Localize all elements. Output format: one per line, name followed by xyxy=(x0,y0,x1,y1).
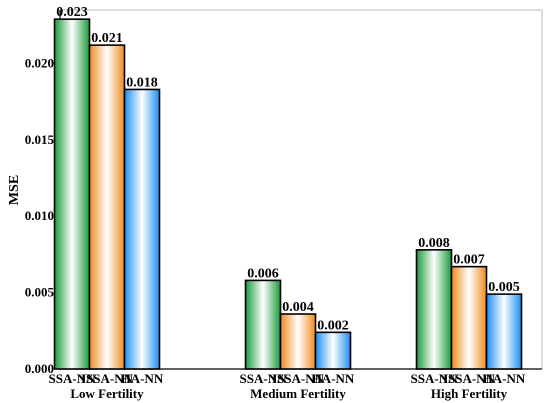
bar xyxy=(88,44,126,370)
series-tick-label: SSA-NN xyxy=(240,371,288,386)
series-tick-label: SSA-NN xyxy=(49,371,97,386)
data-label: 0.005 xyxy=(488,280,520,295)
series-tick-label: HA-NN xyxy=(312,371,355,386)
y-tick-label: 0.015 xyxy=(25,132,55,147)
series-tick-label: SSA-NN xyxy=(411,371,459,386)
y-tick-label: 0.020 xyxy=(25,55,54,70)
data-label: 0.021 xyxy=(91,31,123,46)
series-tick-label: HA-NN xyxy=(121,371,164,386)
category-label: Low Fertility xyxy=(70,386,144,401)
category-label: Medium Fertility xyxy=(250,386,346,401)
data-label: 0.007 xyxy=(453,253,485,268)
y-tick-label: 0.000 xyxy=(25,361,54,376)
y-tick-label: 0.005 xyxy=(25,285,55,300)
series-tick-label: ISSA-NN xyxy=(272,371,325,386)
series-tick-label: ISSA-NN xyxy=(443,371,496,386)
bar xyxy=(53,18,91,370)
series-tick-label: ISSA-NN xyxy=(81,371,134,386)
series-tick-label: HA-NN xyxy=(483,371,526,386)
bar xyxy=(415,249,453,370)
data-label: 0.018 xyxy=(126,75,158,90)
y-tick-label: 0.010 xyxy=(25,208,54,223)
bar xyxy=(279,313,317,370)
data-label: 0.006 xyxy=(247,266,279,281)
bar xyxy=(123,88,161,370)
data-label: 0.004 xyxy=(282,300,314,315)
category-label: High Fertility xyxy=(431,386,508,401)
bar xyxy=(485,293,523,370)
data-label: 0.023 xyxy=(56,5,88,20)
data-label: 0.008 xyxy=(418,236,450,251)
data-label: 0.002 xyxy=(317,318,349,333)
bar xyxy=(450,265,488,370)
y-axis-title: MSE xyxy=(7,175,22,205)
bar xyxy=(244,279,282,370)
bar xyxy=(314,331,352,370)
